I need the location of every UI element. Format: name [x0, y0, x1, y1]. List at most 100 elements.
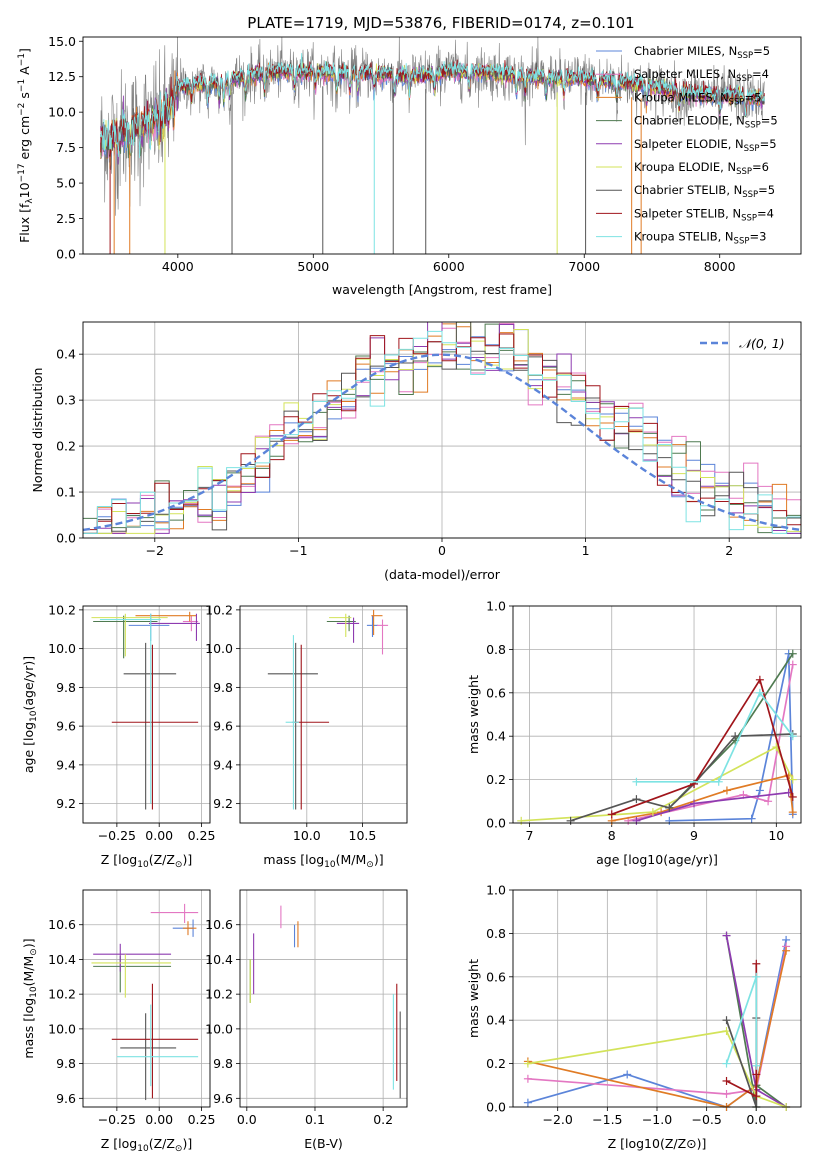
legend-label-tail: =4	[757, 206, 774, 220]
spectrum-panel: 4000 5000 6000 7000 8000 0.0 2.5 5.0 7.5 10.0 12.5…	[17, 34, 802, 297]
y-tick-label: 0.4	[486, 1013, 506, 1028]
mass-weight-line	[521, 745, 794, 822]
x-axis-label: E(B-V)	[304, 1136, 343, 1151]
spectrum-model-line	[100, 52, 765, 159]
legend-label-sub: SSP	[736, 167, 752, 177]
y-tick-label: 10.4	[205, 952, 233, 967]
gaussian-curve	[83, 353, 801, 532]
y-tick-label: 9.8	[213, 1056, 233, 1071]
x-axis-label: wavelength [Angstrom, rest frame]	[332, 282, 552, 297]
mass-weight-line	[636, 691, 794, 783]
axis-label: Flux [fλ​10−17​ erg cm−2​ s−1​ A−1​]	[17, 48, 35, 243]
x-tick-label: 6000	[433, 259, 465, 274]
legend-label-sub: SSP	[736, 74, 752, 84]
axis-label-part: )]	[182, 852, 192, 867]
y-tick-label: 10.2	[205, 987, 233, 1002]
axis-label-part: )]	[21, 938, 36, 948]
axis-label-part: (age/yr)]	[21, 656, 36, 711]
axis-label-part: 10	[17, 182, 32, 198]
x-tick-label: 5000	[297, 259, 329, 274]
y-tick-label: 2.5	[56, 211, 76, 226]
x-tick-label: 2	[725, 543, 733, 558]
legend-label-text: Chabrier MILES, N	[634, 44, 737, 58]
axes-frame	[82, 889, 211, 1108]
axes-frame	[239, 605, 408, 824]
axis-label: Z [log10​(Z/Z⊙​)]	[101, 852, 192, 870]
legend-label: Kroupa STELIB, NSSP=3	[634, 230, 766, 247]
axis-label-part: λ	[25, 198, 35, 204]
x-tick-label: 0	[438, 543, 446, 558]
x-tick-label: 7000	[568, 259, 600, 274]
x-tick-label: 10.0	[293, 828, 321, 843]
axis-label: mass [log10​(M/M⊙​)]	[263, 852, 383, 870]
axis-label: Z [log10​(Z/Z⊙​)]	[101, 1136, 192, 1154]
y-tick-label: 10.2	[205, 602, 233, 617]
y-tick-label: 15.0	[48, 34, 76, 49]
y-tick-label: 9.2	[213, 796, 233, 811]
y-tick-label: 9.4	[213, 757, 233, 772]
mass-weight-line	[725, 976, 758, 1066]
y-tick-label: 0.1	[56, 485, 76, 500]
mass-weight-line	[669, 653, 794, 822]
y-tick-label: 10.0	[205, 641, 233, 656]
axis-label-part: mass [log	[21, 998, 36, 1059]
axes-frame	[512, 605, 802, 824]
mass-vs-ebv-panel: 0.0 0.1 0.2 9.6 9.8 10.0 10.2 10.4 10.6 E(B-V)	[205, 889, 408, 1151]
y-tick-label: 0.3	[56, 393, 76, 408]
y-tick-label: 10.0	[48, 105, 76, 120]
legend-label-tail: =5	[758, 183, 775, 197]
y-tick-label: 10.4	[48, 952, 76, 967]
y-tick-label: 1.0	[486, 599, 506, 614]
legend-label-text: Kroupa MILES, N	[634, 90, 729, 104]
axes-frame	[82, 36, 802, 255]
mass-weight-line	[570, 733, 793, 822]
x-tick-label: 0.1	[305, 1112, 325, 1127]
axes-frame	[82, 605, 211, 824]
mass-weight-line	[628, 664, 794, 822]
x-tick-label: 0.00	[145, 1112, 173, 1127]
legend-label-tail: =3	[749, 230, 766, 244]
axis-label-part: 10	[324, 860, 336, 870]
legend-label: Kroupa ELODIE, NSSP=6	[634, 160, 769, 177]
legend-label-text: Kroupa ELODIE, N	[634, 160, 736, 174]
y-tick-label: 0.2	[486, 772, 506, 787]
y-tick-label: 10.2	[48, 602, 76, 617]
x-axis-label: age [log10(age/yr)]	[596, 852, 718, 867]
y-tick-label: 0.2	[486, 1056, 506, 1071]
x-tick-label: 4000	[162, 259, 194, 274]
legend-label-sub: SSP	[745, 121, 761, 131]
legend-label-tail: =5	[753, 44, 770, 58]
x-tick-label: 8000	[704, 259, 736, 274]
axis-label-part: −2	[17, 103, 27, 116]
x-tick-label: 1	[582, 543, 590, 558]
axis-label-part: ]	[17, 48, 32, 53]
x-tick-label: −1.5	[592, 1112, 622, 1127]
y-tick-label: 7.5	[56, 140, 76, 155]
mass-weight-vs-age-panel: 7 8 9 10 0.0 0.2 0.4 0.6 0.8 1.0 age [log10(age/yr…	[466, 599, 802, 867]
axis-label-part: (M/M	[336, 852, 367, 867]
axis-label-part: )]	[182, 1136, 192, 1151]
legend-label: Chabrier ELODIE, NSSP=5	[634, 114, 778, 131]
axis-label-part: ⊙	[29, 948, 39, 956]
legend-label-text: Salpeter STELIB, N	[634, 206, 741, 220]
y-tick-label: 0.6	[486, 685, 506, 700]
legend-label-text: Chabrier STELIB, N	[634, 183, 742, 197]
x-tick-label: −0.25	[98, 828, 136, 843]
axis-label-part: (Z/Z	[149, 1136, 175, 1151]
legend-label-tail: =5	[761, 114, 778, 128]
y-tick-label: 0.8	[486, 642, 506, 657]
axes-frame	[512, 889, 802, 1108]
x-tick-label: 10	[768, 828, 784, 843]
y-tick-label: 0.4	[486, 729, 506, 744]
y-tick-label: 0.0	[486, 1100, 506, 1115]
y-tick-label: 9.6	[56, 1091, 76, 1106]
y-tick-label: 9.8	[213, 680, 233, 695]
legend-label-sub: SSP	[741, 213, 757, 223]
y-tick-label: 0.6	[486, 969, 506, 984]
axis-label-part: (Z/Z	[149, 852, 175, 867]
y-axis-label: Normed distribution	[30, 368, 45, 493]
y-tick-label: 0.2	[56, 439, 76, 454]
y-tick-label: 10.0	[205, 1021, 233, 1036]
mass-weight-vs-Z-panel: −2.0 −1.5 −1.0 −0.5 0.0 0.0 0.2 0.4 0.6 0.8 1.0 Z […	[466, 883, 802, 1151]
legend-label-sub: SSP	[744, 144, 760, 154]
